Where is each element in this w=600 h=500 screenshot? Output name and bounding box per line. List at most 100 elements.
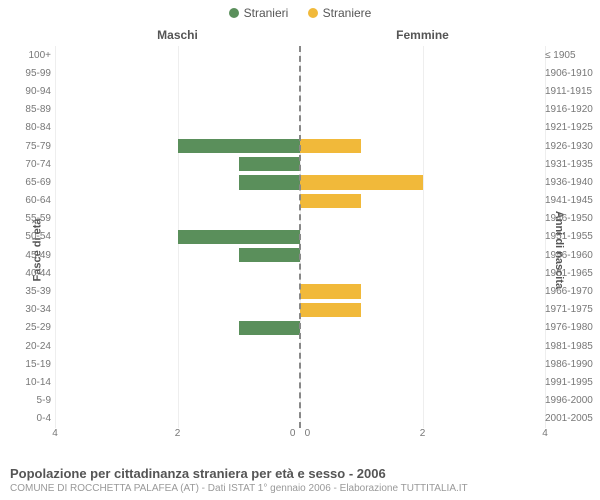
bar-male [239,248,300,262]
bar-female [300,284,361,298]
age-label: 100+ [3,50,51,61]
male-side [55,373,300,391]
age-label: 65-69 [3,177,51,188]
age-label: 70-74 [3,159,51,170]
female-side [300,319,545,337]
footer-title: Popolazione per cittadinanza straniera p… [10,466,590,481]
male-side [55,282,300,300]
age-label: 5-9 [3,395,51,406]
male-side [55,337,300,355]
birth-year-label: 1991-1995 [545,377,600,388]
age-label: 30-34 [3,304,51,315]
birth-year-label: 1926-1930 [545,141,600,152]
male-side [55,228,300,246]
birth-year-label: ≤ 1905 [545,50,600,61]
legend: Stranieri Straniere [0,6,600,21]
female-side [300,355,545,373]
x-tick: 2 [175,428,181,439]
age-label: 20-24 [3,341,51,352]
birth-year-label: 1986-1990 [545,359,600,370]
bar-female [300,303,361,317]
female-side [300,337,545,355]
bar-male [178,230,301,244]
birth-year-label: 1921-1925 [545,122,600,133]
birth-year-label: 1906-1910 [545,68,600,79]
male-side [55,82,300,100]
header-female: Femmine [300,28,545,42]
birth-year-label: 1996-2000 [545,395,600,406]
age-label: 45-49 [3,250,51,261]
male-side [55,119,300,137]
male-side [55,410,300,428]
age-label: 40-44 [3,268,51,279]
female-side [300,155,545,173]
bar-female [300,139,361,153]
female-side [300,228,545,246]
x-tick: 4 [542,428,548,439]
bar-female [300,194,361,208]
female-side [300,264,545,282]
x-tick: 0 [290,428,296,439]
header-male: Maschi [55,28,300,42]
male-side [55,64,300,82]
male-side [55,246,300,264]
age-label: 75-79 [3,141,51,152]
female-side [300,373,545,391]
male-side [55,137,300,155]
male-side [55,173,300,191]
male-side [55,301,300,319]
bar-female [300,175,423,189]
chart-footer: Popolazione per cittadinanza straniera p… [10,466,590,494]
birth-year-label: 1941-1945 [545,195,600,206]
age-label: 50-54 [3,231,51,242]
female-side [300,101,545,119]
age-label: 10-14 [3,377,51,388]
female-side [300,410,545,428]
age-label: 90-94 [3,86,51,97]
male-side [55,319,300,337]
chart-headers: Maschi Femmine [55,28,545,46]
female-side [300,137,545,155]
x-tick: 0 [305,428,311,439]
legend-label-female: Straniere [323,6,372,20]
birth-year-label: 1976-1980 [545,322,600,333]
birth-year-label: 1931-1935 [545,159,600,170]
legend-item-female: Straniere [308,6,372,20]
female-side [300,119,545,137]
male-side [55,210,300,228]
male-side [55,155,300,173]
birth-year-label: 1946-1950 [545,213,600,224]
age-label: 0-4 [3,413,51,424]
bar-male [239,175,300,189]
bar-male [239,157,300,171]
age-label: 55-59 [3,213,51,224]
female-side [300,192,545,210]
female-side [300,392,545,410]
birth-year-label: 2001-2005 [545,413,600,424]
plot-region: 100+≤ 190595-991906-191090-941911-191585… [55,46,545,428]
female-side [300,246,545,264]
female-side [300,173,545,191]
center-divider [299,46,301,428]
birth-year-label: 1911-1915 [545,86,600,97]
male-side [55,192,300,210]
birth-year-label: 1956-1960 [545,250,600,261]
age-label: 25-29 [3,322,51,333]
birth-year-label: 1961-1965 [545,268,600,279]
male-side [55,101,300,119]
footer-subtitle: COMUNE DI ROCCHETTA PALAFEA (AT) - Dati … [10,483,590,494]
x-axis: 420024 [55,428,545,442]
female-side [300,64,545,82]
legend-label-male: Stranieri [244,6,289,20]
birth-year-label: 1936-1940 [545,177,600,188]
female-side [300,282,545,300]
birth-year-label: 1981-1985 [545,341,600,352]
legend-swatch-female [308,8,318,18]
female-side [300,210,545,228]
age-label: 85-89 [3,104,51,115]
birth-year-label: 1971-1975 [545,304,600,315]
age-label: 95-99 [3,68,51,79]
female-side [300,301,545,319]
male-side [55,264,300,282]
birth-year-label: 1966-1970 [545,286,600,297]
